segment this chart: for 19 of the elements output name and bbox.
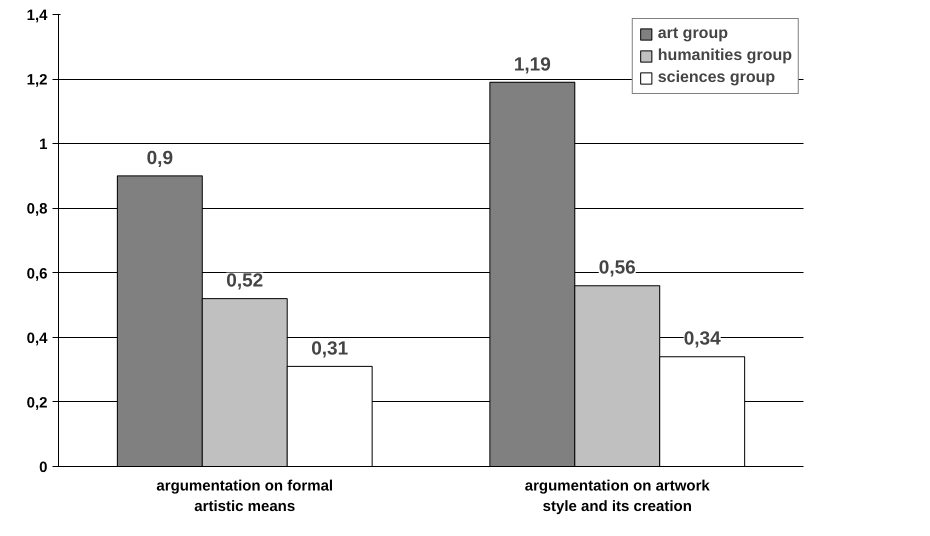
legend-label: sciences group [658,69,776,87]
data-label: 0,56 [598,258,636,279]
y-tick-label: 1,4 [26,7,48,24]
data-label: 0,9 [146,148,174,169]
data-label: 1,19 [514,54,551,76]
x-tick-label: argumentation on artwork style and its creation [524,478,710,515]
data-label: 0,52 [226,270,264,292]
legend-label: humanities group [658,47,792,65]
y-tick-label: 1,2 [26,72,48,89]
data-label: 0,34 [684,328,722,350]
y-tick-label: 0,2 [26,394,48,412]
y-tick-label: 0 [39,459,48,476]
data-label: 0,31 [311,338,349,360]
legend-label: art group [658,25,728,43]
y-tick-label: 0,4 [26,330,48,347]
y-tick-label: 1 [39,136,48,154]
y-tick-label: 0,6 [26,265,48,282]
y-tick-label: 0,8 [26,200,48,218]
x-tick-label: argumentation on formal artistic means [156,478,334,515]
